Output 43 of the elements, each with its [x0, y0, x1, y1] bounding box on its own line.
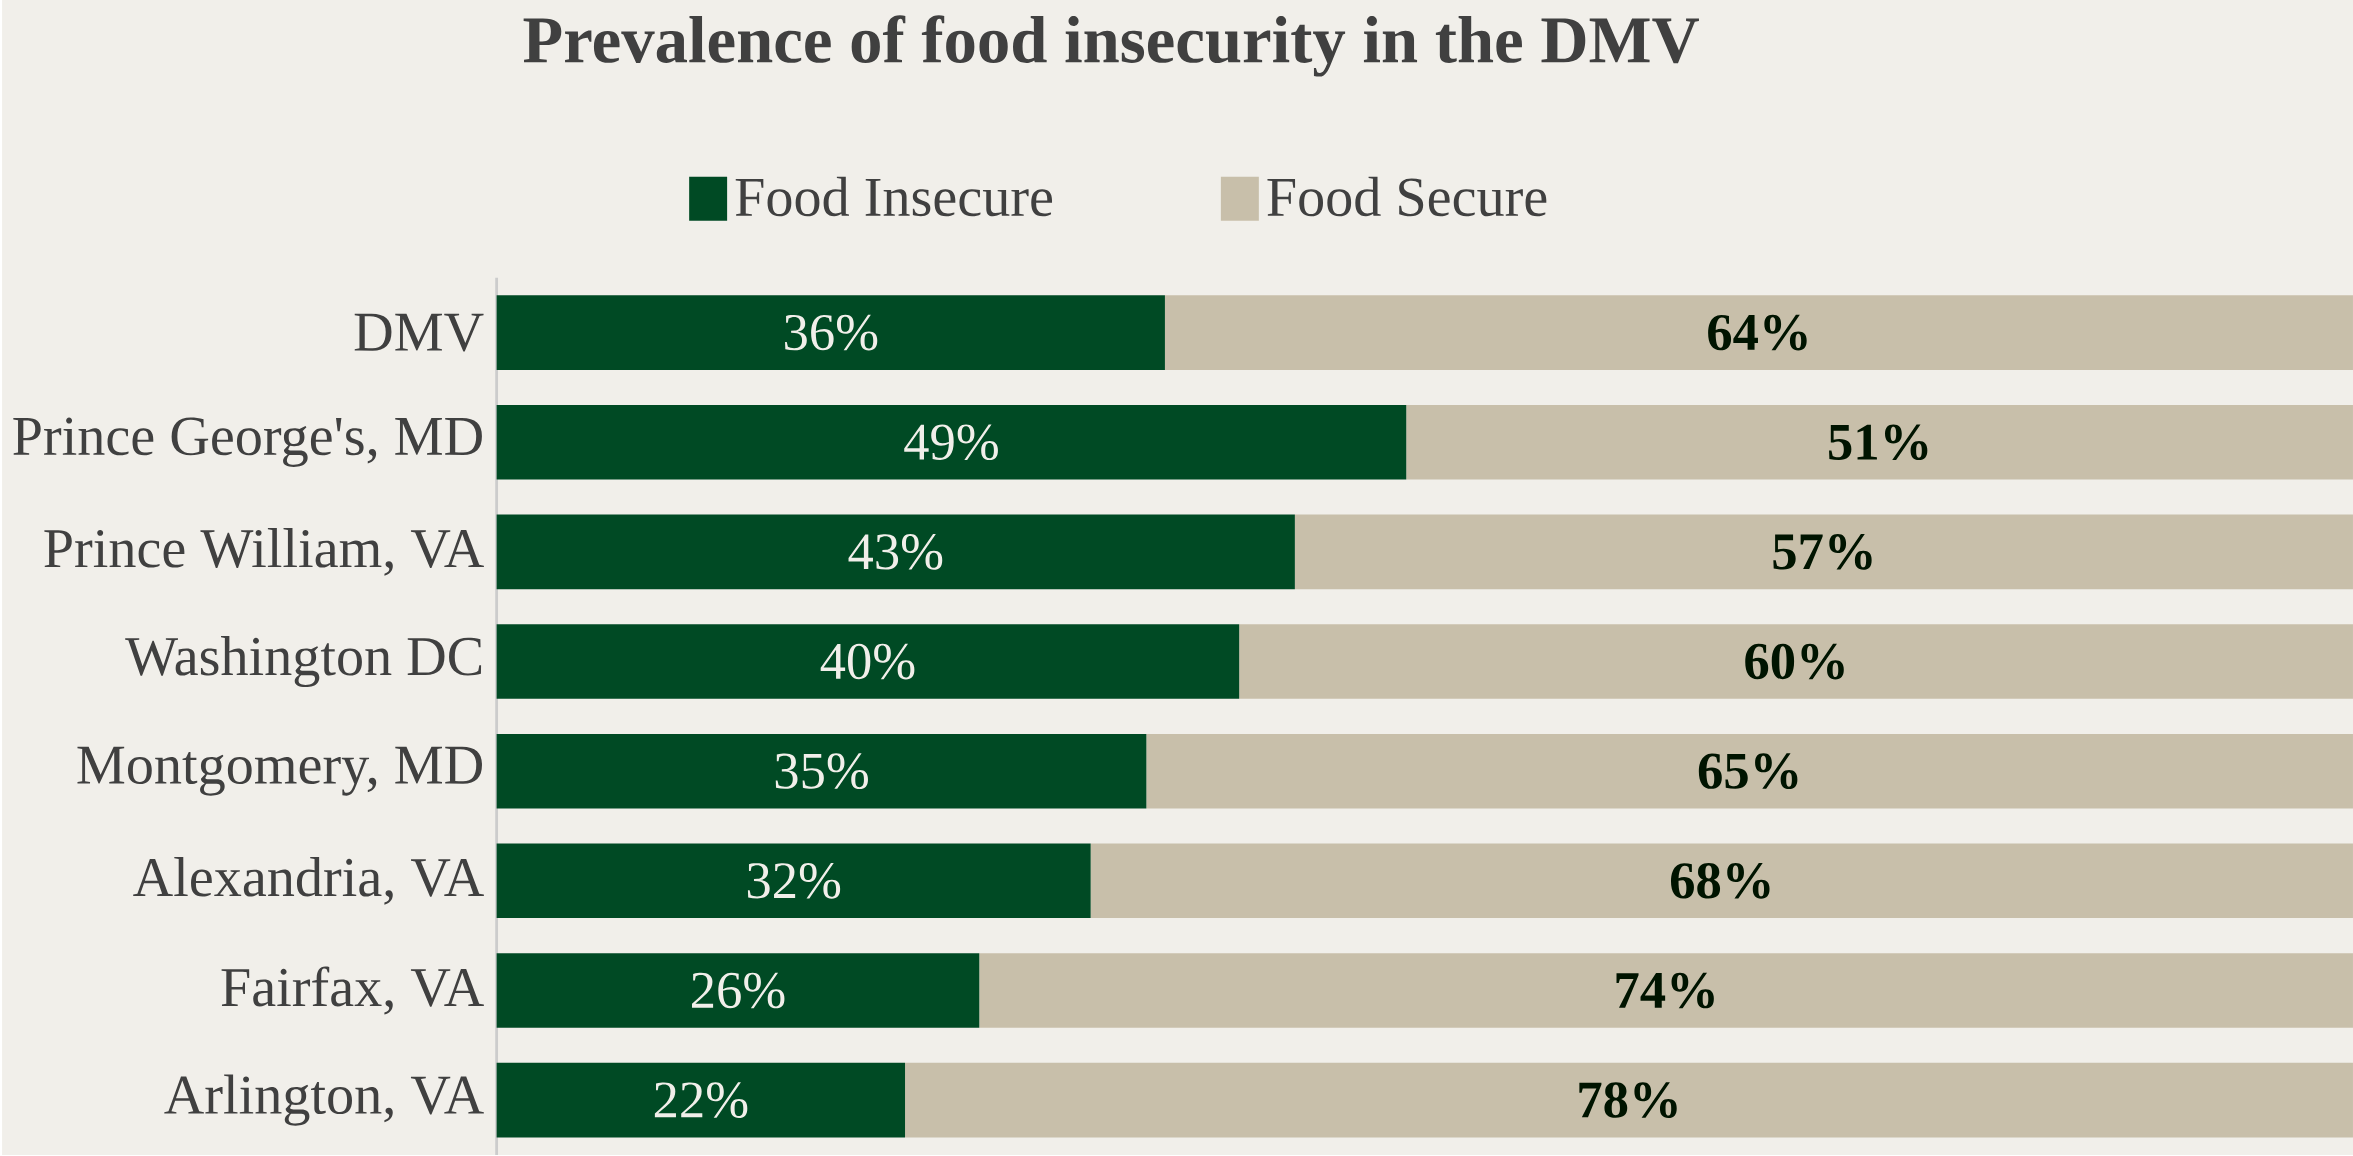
legend-label: Food Secure [1267, 176, 1547, 217]
y-tick-label: Montgomery, MD [77, 746, 482, 796]
data-label: 26% [692, 972, 785, 1009]
data-label: 78% [1579, 1082, 1677, 1118]
y-tick-label: DMV [354, 313, 484, 352]
data-label: 65% [1698, 753, 1798, 789]
bar [1146, 733, 2353, 809]
bar [1239, 624, 2353, 699]
data-label: 60% [1745, 643, 1844, 680]
data-label: 32% [747, 862, 841, 899]
y-tick-label: Fairfax, VA [221, 966, 484, 1015]
data-label: 57% [1773, 533, 1872, 570]
bar [496, 514, 1295, 590]
chart-title: Prevalence of food insecurity in the DMV [523, 15, 1699, 77]
data-label: 43% [848, 533, 943, 570]
bar [496, 733, 1147, 809]
y-tick-label: Arlington, VA [164, 1074, 484, 1126]
data-label: 35% [775, 753, 868, 789]
bar [1164, 295, 2353, 370]
data-label: 36% [785, 314, 878, 351]
bar [1406, 404, 2353, 480]
data-label: 51% [1829, 424, 1928, 460]
bar [496, 953, 980, 1028]
bar [1294, 514, 2353, 590]
bar [905, 1062, 2353, 1138]
bar [496, 1062, 906, 1138]
data-label: 40% [820, 643, 915, 680]
bar [496, 295, 1165, 370]
y-tick-label: Prince William, VA [44, 527, 484, 576]
data-label: 49% [904, 424, 998, 460]
bar [496, 843, 1091, 918]
y-tick-label: Prince George's, MD [13, 417, 482, 467]
data-label: 22% [654, 1082, 748, 1118]
bar [496, 624, 1240, 699]
y-tick-label: Alexandria, VA [133, 856, 484, 905]
y-tick-label: Washington DC [125, 635, 482, 687]
data-label: 68% [1670, 862, 1770, 899]
bar [979, 953, 2353, 1028]
data-label: 64% [1708, 314, 1807, 351]
legend-label: Food Insecure [735, 176, 1053, 217]
data-label: 74% [1616, 972, 1714, 1009]
bar [1090, 843, 2353, 918]
bar [496, 404, 1407, 480]
